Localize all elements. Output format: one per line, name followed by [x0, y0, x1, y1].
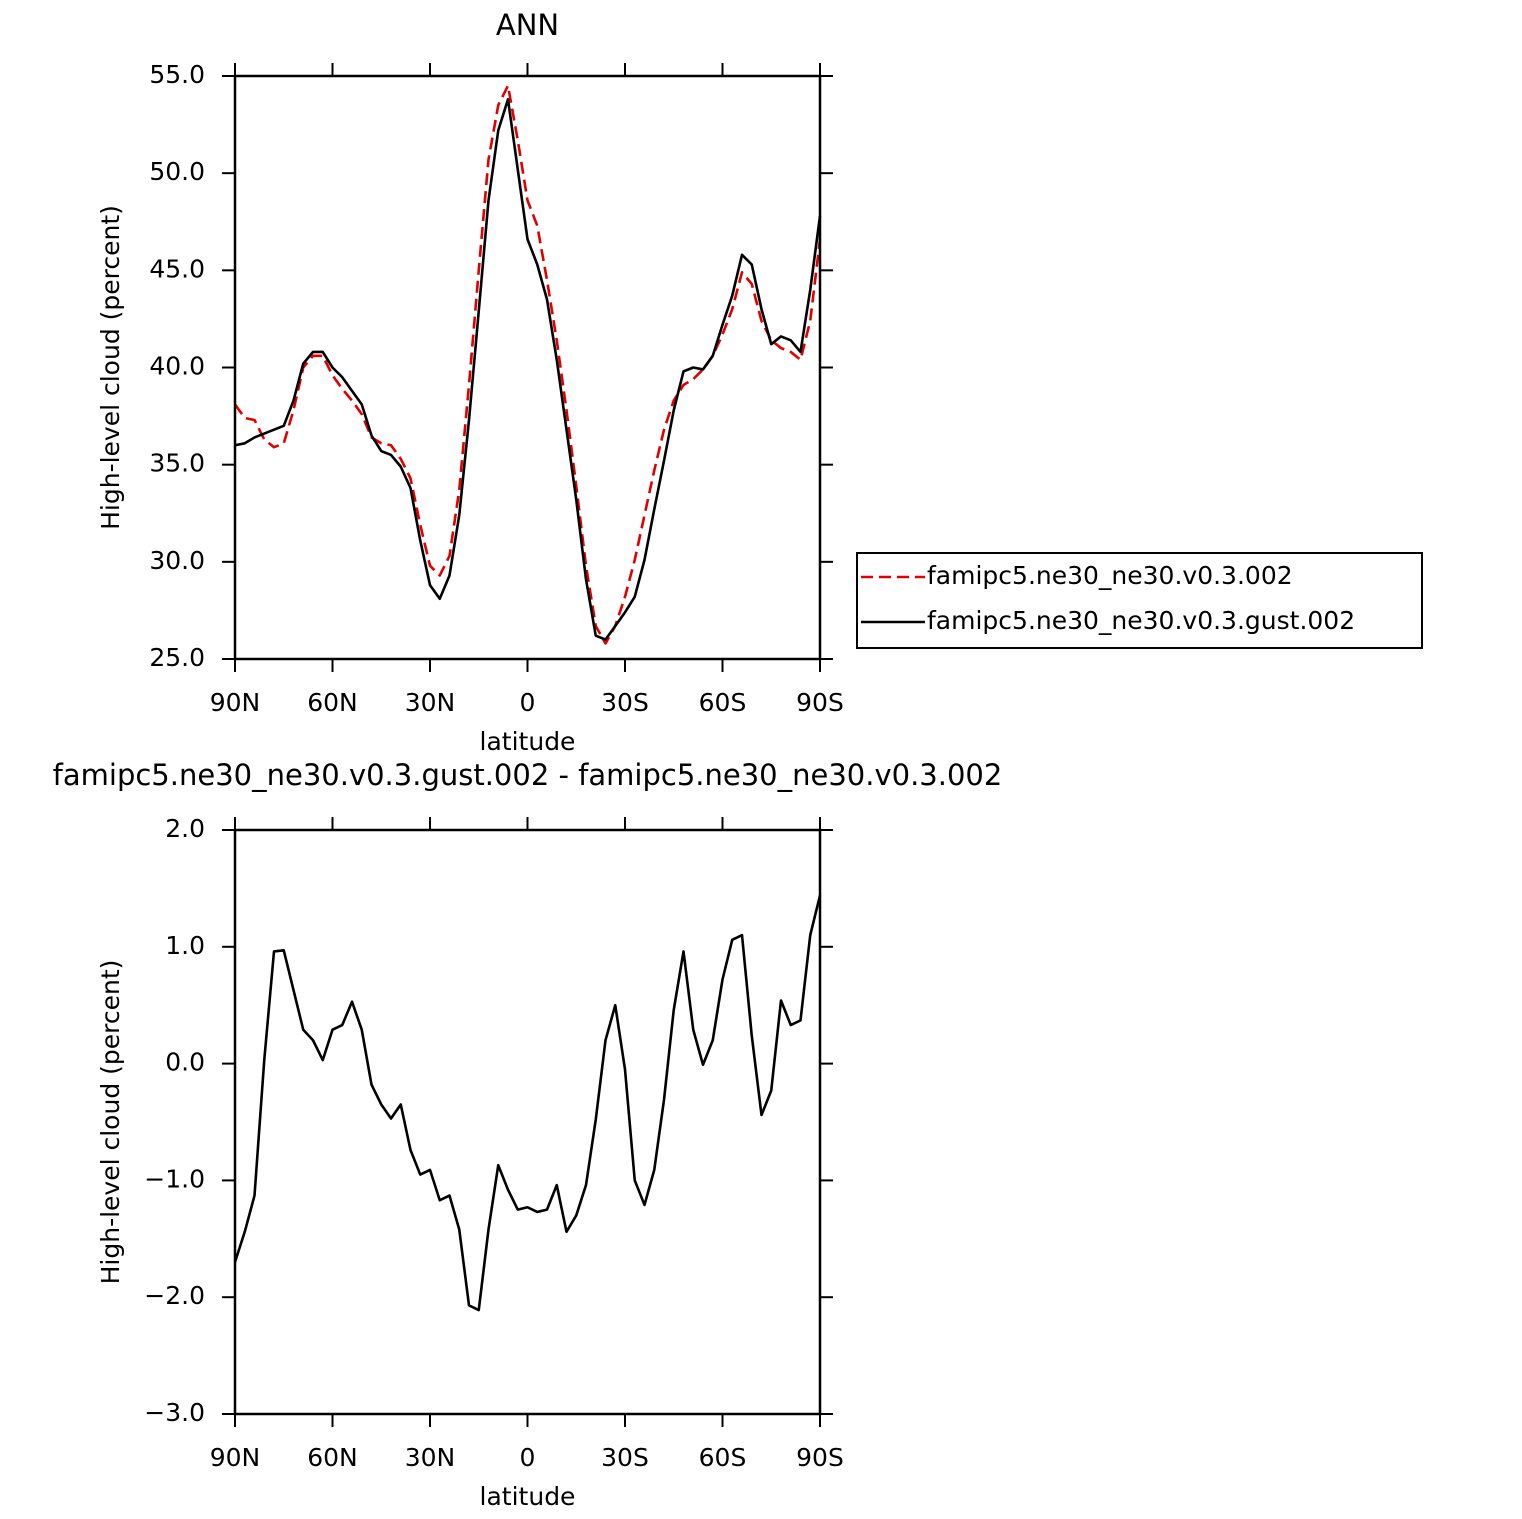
data-line — [233, 84, 822, 645]
chart-title: famipc5.ne30_ne30.v0.3.gust.002 - famipc… — [53, 758, 1003, 792]
legend-label: famipc5.ne30_ne30.v0.3.gust.002 — [927, 606, 1355, 635]
x-tick-label: 60N — [307, 688, 358, 717]
plot: famipc5.ne30_ne30.v0.3.gust.002 - famipc… — [53, 758, 1003, 1511]
x-axis-label: latitude — [480, 727, 576, 756]
y-tick-label: 0.0 — [165, 1048, 205, 1077]
y-tick-label: 55.0 — [149, 60, 205, 89]
x-axis-label: latitude — [480, 1482, 576, 1511]
y-tick-label: −1.0 — [144, 1164, 205, 1193]
y-tick-label: −2.0 — [144, 1281, 205, 1310]
x-tick-label: 30S — [601, 688, 649, 717]
x-tick-label: 90N — [210, 688, 261, 717]
x-tick-label: 0 — [520, 688, 536, 717]
y-tick-label: 25.0 — [149, 643, 205, 672]
legend-box — [856, 552, 1423, 649]
x-tick-label: 30S — [601, 1443, 649, 1472]
plot: ANN 25.0 30.0 35.0 40.0 45.0 50.0 55.0 90N 60N 30N… — [96, 8, 1423, 756]
chart-title: ANN — [496, 8, 559, 42]
y-tick-label: −3.0 — [144, 1398, 205, 1427]
x-tick-label: 60S — [699, 688, 747, 717]
y-axis-label: High-level cloud (percent) — [96, 205, 125, 530]
x-tick-label: 0 — [520, 1443, 536, 1472]
y-tick-label: 40.0 — [149, 352, 205, 381]
legend-label: famipc5.ne30_ne30.v0.3.002 — [927, 561, 1293, 590]
x-tick-label: 90N — [210, 1443, 261, 1472]
x-tick-label: 30N — [405, 688, 456, 717]
y-tick-label: 45.0 — [149, 254, 205, 283]
y-tick-label: 1.0 — [165, 931, 205, 960]
x-tick-label: 90S — [796, 1443, 844, 1472]
y-tick-label: 2.0 — [165, 814, 205, 843]
x-tick-label: 60S — [699, 1443, 747, 1472]
plot-frame — [233, 828, 822, 1416]
x-tick-label: 30N — [405, 1443, 456, 1472]
y-axis-label: High-level cloud (percent) — [96, 960, 125, 1285]
y-tick-label: 50.0 — [149, 157, 205, 186]
y-tick-label: 30.0 — [149, 546, 205, 575]
plot-frame — [233, 74, 822, 661]
data-line — [233, 895, 822, 1312]
y-tick-label: 35.0 — [149, 449, 205, 478]
data-line — [234, 98, 822, 641]
x-tick-label: 60N — [307, 1443, 358, 1472]
x-tick-label: 90S — [796, 688, 844, 717]
